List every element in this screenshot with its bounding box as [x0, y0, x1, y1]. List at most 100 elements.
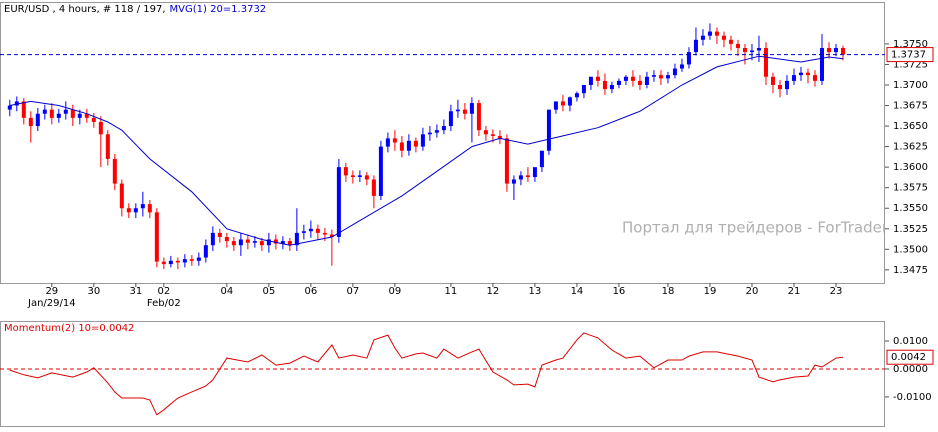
- candle-body: [420, 134, 425, 147]
- candle-body: [385, 138, 390, 147]
- y-tick-label: 1.3650: [893, 121, 928, 132]
- candle-body: [133, 208, 138, 213]
- last-value-box: [886, 349, 934, 365]
- x-tick-label: 06: [305, 286, 318, 297]
- candle-body: [609, 84, 614, 90]
- candle-body: [679, 64, 684, 69]
- candle-body: [119, 183, 124, 209]
- candle-body: [231, 241, 236, 246]
- y-tick-label: 0.0000: [893, 364, 928, 375]
- candle-body: [574, 93, 579, 98]
- candle-body: [644, 76, 649, 85]
- candle-body: [98, 121, 103, 135]
- candle-body: [490, 134, 495, 136]
- candle-body: [252, 241, 257, 243]
- x-tick-label: 16: [613, 286, 626, 297]
- candle-body: [728, 39, 733, 44]
- candle-body: [476, 103, 481, 131]
- candle-body: [511, 179, 516, 184]
- candle-body: [21, 101, 26, 118]
- candle-body: [63, 109, 68, 114]
- candle-body: [56, 113, 61, 118]
- candle-body: [413, 140, 418, 147]
- candle-body: [637, 80, 642, 85]
- candle-body: [105, 134, 110, 159]
- candle-body: [833, 48, 838, 53]
- chart-title: Momentum(2) 10=0.0042: [4, 323, 134, 334]
- candle-body: [350, 175, 355, 178]
- candle-body: [182, 259, 187, 263]
- x-tick-label: 12: [487, 286, 500, 297]
- candle-body: [553, 101, 558, 110]
- watermark: Портал для трейдеров - ForTrader.ru: [622, 219, 907, 237]
- candle-body: [819, 48, 824, 81]
- candle-body: [343, 167, 348, 176]
- candle-body: [70, 109, 75, 118]
- candle-body: [175, 260, 180, 263]
- candle-body: [245, 239, 250, 243]
- candle-body: [259, 241, 264, 246]
- y-tick-label: 1.3525: [893, 224, 928, 235]
- x-tick-label: 31: [129, 286, 142, 297]
- last-price-box: [886, 47, 934, 63]
- candle-body: [658, 75, 663, 79]
- candle-body: [469, 103, 474, 114]
- candle-body: [336, 167, 341, 237]
- candle-body: [707, 31, 712, 36]
- x-tick-label: 30: [87, 286, 100, 297]
- candle-body: [840, 48, 845, 55]
- x-tick-label: 11: [445, 286, 458, 297]
- candle-body: [791, 75, 796, 81]
- candle-body: [714, 31, 719, 36]
- candle-body: [595, 76, 600, 81]
- candle-body: [581, 84, 586, 94]
- candle-body: [280, 241, 285, 244]
- candle-body: [812, 75, 817, 81]
- candle-body: [672, 68, 677, 76]
- candle-body: [539, 150, 544, 168]
- candle-body: [567, 97, 572, 106]
- candle-body: [266, 239, 271, 246]
- last-value-label: 0.0042: [891, 352, 926, 363]
- y-tick-label: 1.3725: [893, 59, 928, 70]
- x-tick-label: 09: [389, 286, 402, 297]
- candle-body: [91, 117, 96, 122]
- x-tick-label: 07: [347, 286, 360, 297]
- x-tick-label: 21: [788, 286, 801, 297]
- x-tick-label: 14: [571, 286, 584, 297]
- candle-body: [826, 48, 831, 53]
- candle-body: [301, 231, 306, 233]
- candle-body: [735, 43, 740, 49]
- x-tick-label: 19: [704, 286, 717, 297]
- candle-body: [770, 76, 775, 85]
- candle-body: [14, 101, 19, 106]
- candle-body: [441, 126, 446, 131]
- candle-body: [588, 76, 593, 85]
- candle-body: [112, 158, 117, 184]
- candle-body: [287, 241, 292, 246]
- y-tick-label: 1.3700: [893, 80, 928, 91]
- candle-body: [546, 109, 551, 151]
- y-tick-label: 1.3475: [893, 265, 928, 276]
- candle-body: [140, 204, 145, 209]
- candle-body: [84, 113, 89, 118]
- candle-body: [28, 117, 33, 127]
- candle-body: [693, 39, 698, 53]
- candle-body: [756, 48, 761, 51]
- candle-body: [161, 261, 166, 265]
- x-tick-label: 13: [529, 286, 542, 297]
- candle-body: [168, 260, 173, 265]
- candle-body: [665, 75, 670, 79]
- candle-body: [154, 212, 159, 262]
- candle-body: [623, 76, 628, 81]
- y-tick-label: -0.0100: [893, 392, 932, 403]
- candle-body: [364, 175, 369, 180]
- candle-body: [448, 111, 453, 127]
- candle-body: [630, 76, 635, 81]
- candle-body: [616, 80, 621, 85]
- main-panel: [0, 2, 885, 284]
- y-tick-label: 1.3550: [893, 203, 928, 214]
- x-tick-label: 05: [262, 286, 275, 297]
- candle-body: [805, 72, 810, 76]
